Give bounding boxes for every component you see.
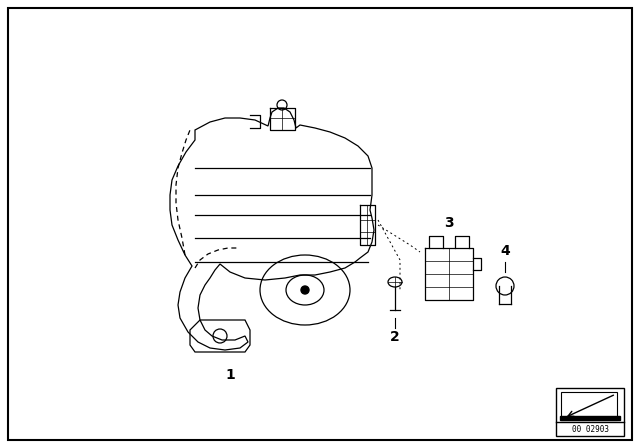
Text: 4: 4 — [500, 244, 510, 258]
Text: 00 02903: 00 02903 — [572, 425, 609, 434]
Bar — [556, 388, 624, 436]
Text: 1: 1 — [225, 368, 235, 382]
Circle shape — [301, 286, 309, 294]
Bar — [560, 416, 620, 420]
Text: 2: 2 — [390, 330, 400, 344]
Bar — [561, 392, 617, 420]
Text: 3: 3 — [444, 216, 454, 230]
